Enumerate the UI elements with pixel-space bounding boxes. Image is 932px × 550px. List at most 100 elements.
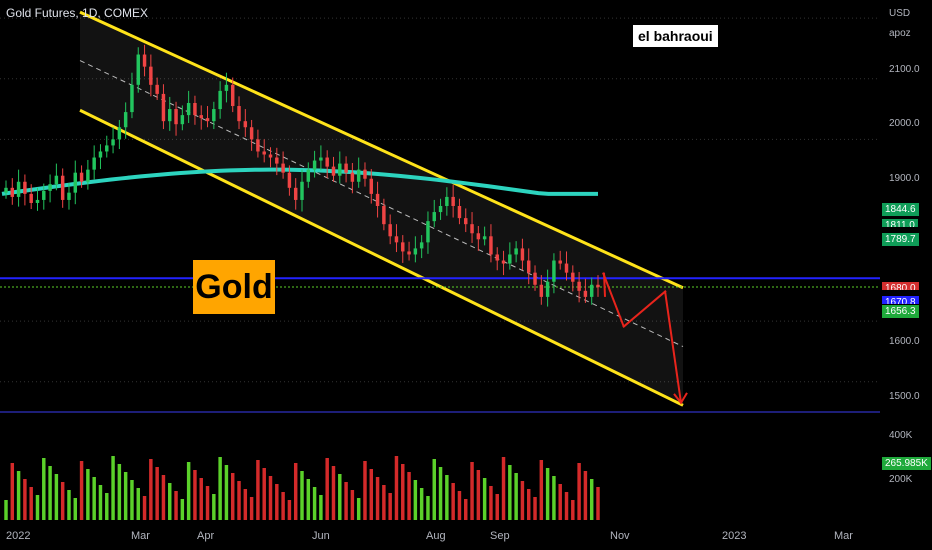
- candle-body: [571, 272, 575, 282]
- candle-body: [451, 196, 455, 206]
- channel-upper-line: [79, 10, 684, 290]
- volume-bar: [545, 468, 550, 520]
- candle-body: [508, 254, 512, 264]
- candle-body: [432, 212, 436, 222]
- candle-body: [149, 66, 153, 85]
- candle-body: [577, 281, 581, 291]
- candle-body: [275, 157, 279, 164]
- candle-body: [168, 109, 172, 122]
- candle-body: [331, 166, 336, 176]
- volume-bar: [382, 485, 386, 520]
- volume-bar: [105, 493, 109, 520]
- y-tick-label: 2000.0: [889, 118, 920, 129]
- volume-bar: [577, 463, 581, 520]
- volume-bar: [111, 456, 115, 520]
- candle-body: [312, 160, 317, 170]
- candle-body: [350, 172, 355, 182]
- price-badge: 1789.7: [882, 233, 919, 246]
- y-tick-label: 1900.0: [889, 173, 920, 184]
- volume-bar: [193, 470, 197, 520]
- volume-bar: [249, 497, 254, 520]
- candle-body: [426, 221, 430, 243]
- projection-arrow-segment: [602, 272, 625, 328]
- candle-body: [224, 84, 229, 91]
- x-tick-label: 2023: [722, 530, 747, 542]
- candle-body: [457, 206, 462, 219]
- volume-bar: [451, 483, 455, 520]
- candle-body: [482, 236, 487, 240]
- volume-bar: [388, 493, 392, 520]
- volume-bar: [136, 488, 140, 520]
- volume-bar: [350, 490, 355, 520]
- volume-bar: [432, 459, 436, 520]
- volume-bar: [552, 476, 556, 520]
- candle-body: [218, 90, 222, 110]
- volume-bar: [470, 462, 474, 520]
- volume-bar: [224, 465, 229, 520]
- gold-label: Gold: [193, 260, 275, 314]
- candle-body: [476, 233, 481, 240]
- volume-bar: [306, 479, 311, 520]
- channel-fill: [80, 12, 683, 406]
- candle-body: [136, 54, 140, 85]
- candle-body: [262, 151, 266, 155]
- scale-mode-label[interactable]: apoz: [889, 28, 911, 39]
- candle-body: [338, 163, 342, 176]
- volume-bar: [262, 468, 266, 520]
- volume-bar: [243, 489, 248, 520]
- candle-body: [155, 84, 159, 94]
- volume-bar: [508, 465, 512, 520]
- volume-bar: [23, 479, 27, 520]
- candle-body: [42, 190, 46, 200]
- candle-body: [583, 290, 588, 297]
- volume-bar: [237, 481, 241, 520]
- candle-body: [174, 109, 178, 125]
- candle-body: [413, 248, 418, 255]
- candle-body: [344, 163, 348, 173]
- x-tick-label: Nov: [610, 530, 630, 542]
- volume-bar: [149, 459, 153, 520]
- price-badge: 1670.8: [882, 296, 919, 304]
- volume-bar: [16, 471, 21, 520]
- candle-body: [514, 248, 518, 255]
- candle-body: [79, 172, 84, 182]
- volume-bar: [287, 500, 292, 520]
- volume-bar: [319, 495, 323, 520]
- volume-bar: [520, 481, 525, 520]
- volume-bar: [564, 492, 569, 520]
- symbol-header: Gold Futures, 1D, COMEX: [6, 6, 149, 20]
- projection-arrow-segment: [622, 290, 667, 328]
- volume-bar: [596, 487, 600, 520]
- volume-bar: [35, 495, 40, 520]
- volume-bar: [331, 466, 336, 520]
- x-tick-label: 2022: [6, 530, 31, 542]
- volume-bar: [426, 496, 430, 520]
- volume-bar: [92, 477, 96, 520]
- candle-body: [533, 272, 537, 285]
- candle-body: [29, 193, 33, 203]
- x-tick-label: Sep: [490, 530, 510, 542]
- volume-bar: [281, 492, 285, 520]
- candle-body: [180, 115, 185, 125]
- volume-bar: [526, 489, 531, 520]
- volume-bar: [79, 461, 84, 520]
- candle-body: [142, 54, 147, 67]
- candle-body: [470, 224, 474, 234]
- volume-bar: [268, 476, 273, 520]
- y-tick-label: 1500.0: [889, 391, 920, 402]
- channel-mid-line: [79, 60, 684, 348]
- volume-bar: [489, 486, 493, 520]
- volume-bar: [501, 457, 506, 520]
- candle-body: [54, 175, 59, 185]
- volume-bar: [558, 484, 562, 520]
- volume-bar: [514, 473, 518, 520]
- candle-body: [237, 106, 241, 122]
- candle-body: [419, 242, 424, 249]
- volume-bar: [155, 467, 159, 520]
- candle-body: [293, 187, 298, 200]
- volume-bar: [539, 460, 544, 520]
- volume-bar: [407, 472, 411, 520]
- candle-body: [564, 263, 569, 273]
- candle-body: [363, 169, 367, 179]
- candle-body: [212, 109, 216, 122]
